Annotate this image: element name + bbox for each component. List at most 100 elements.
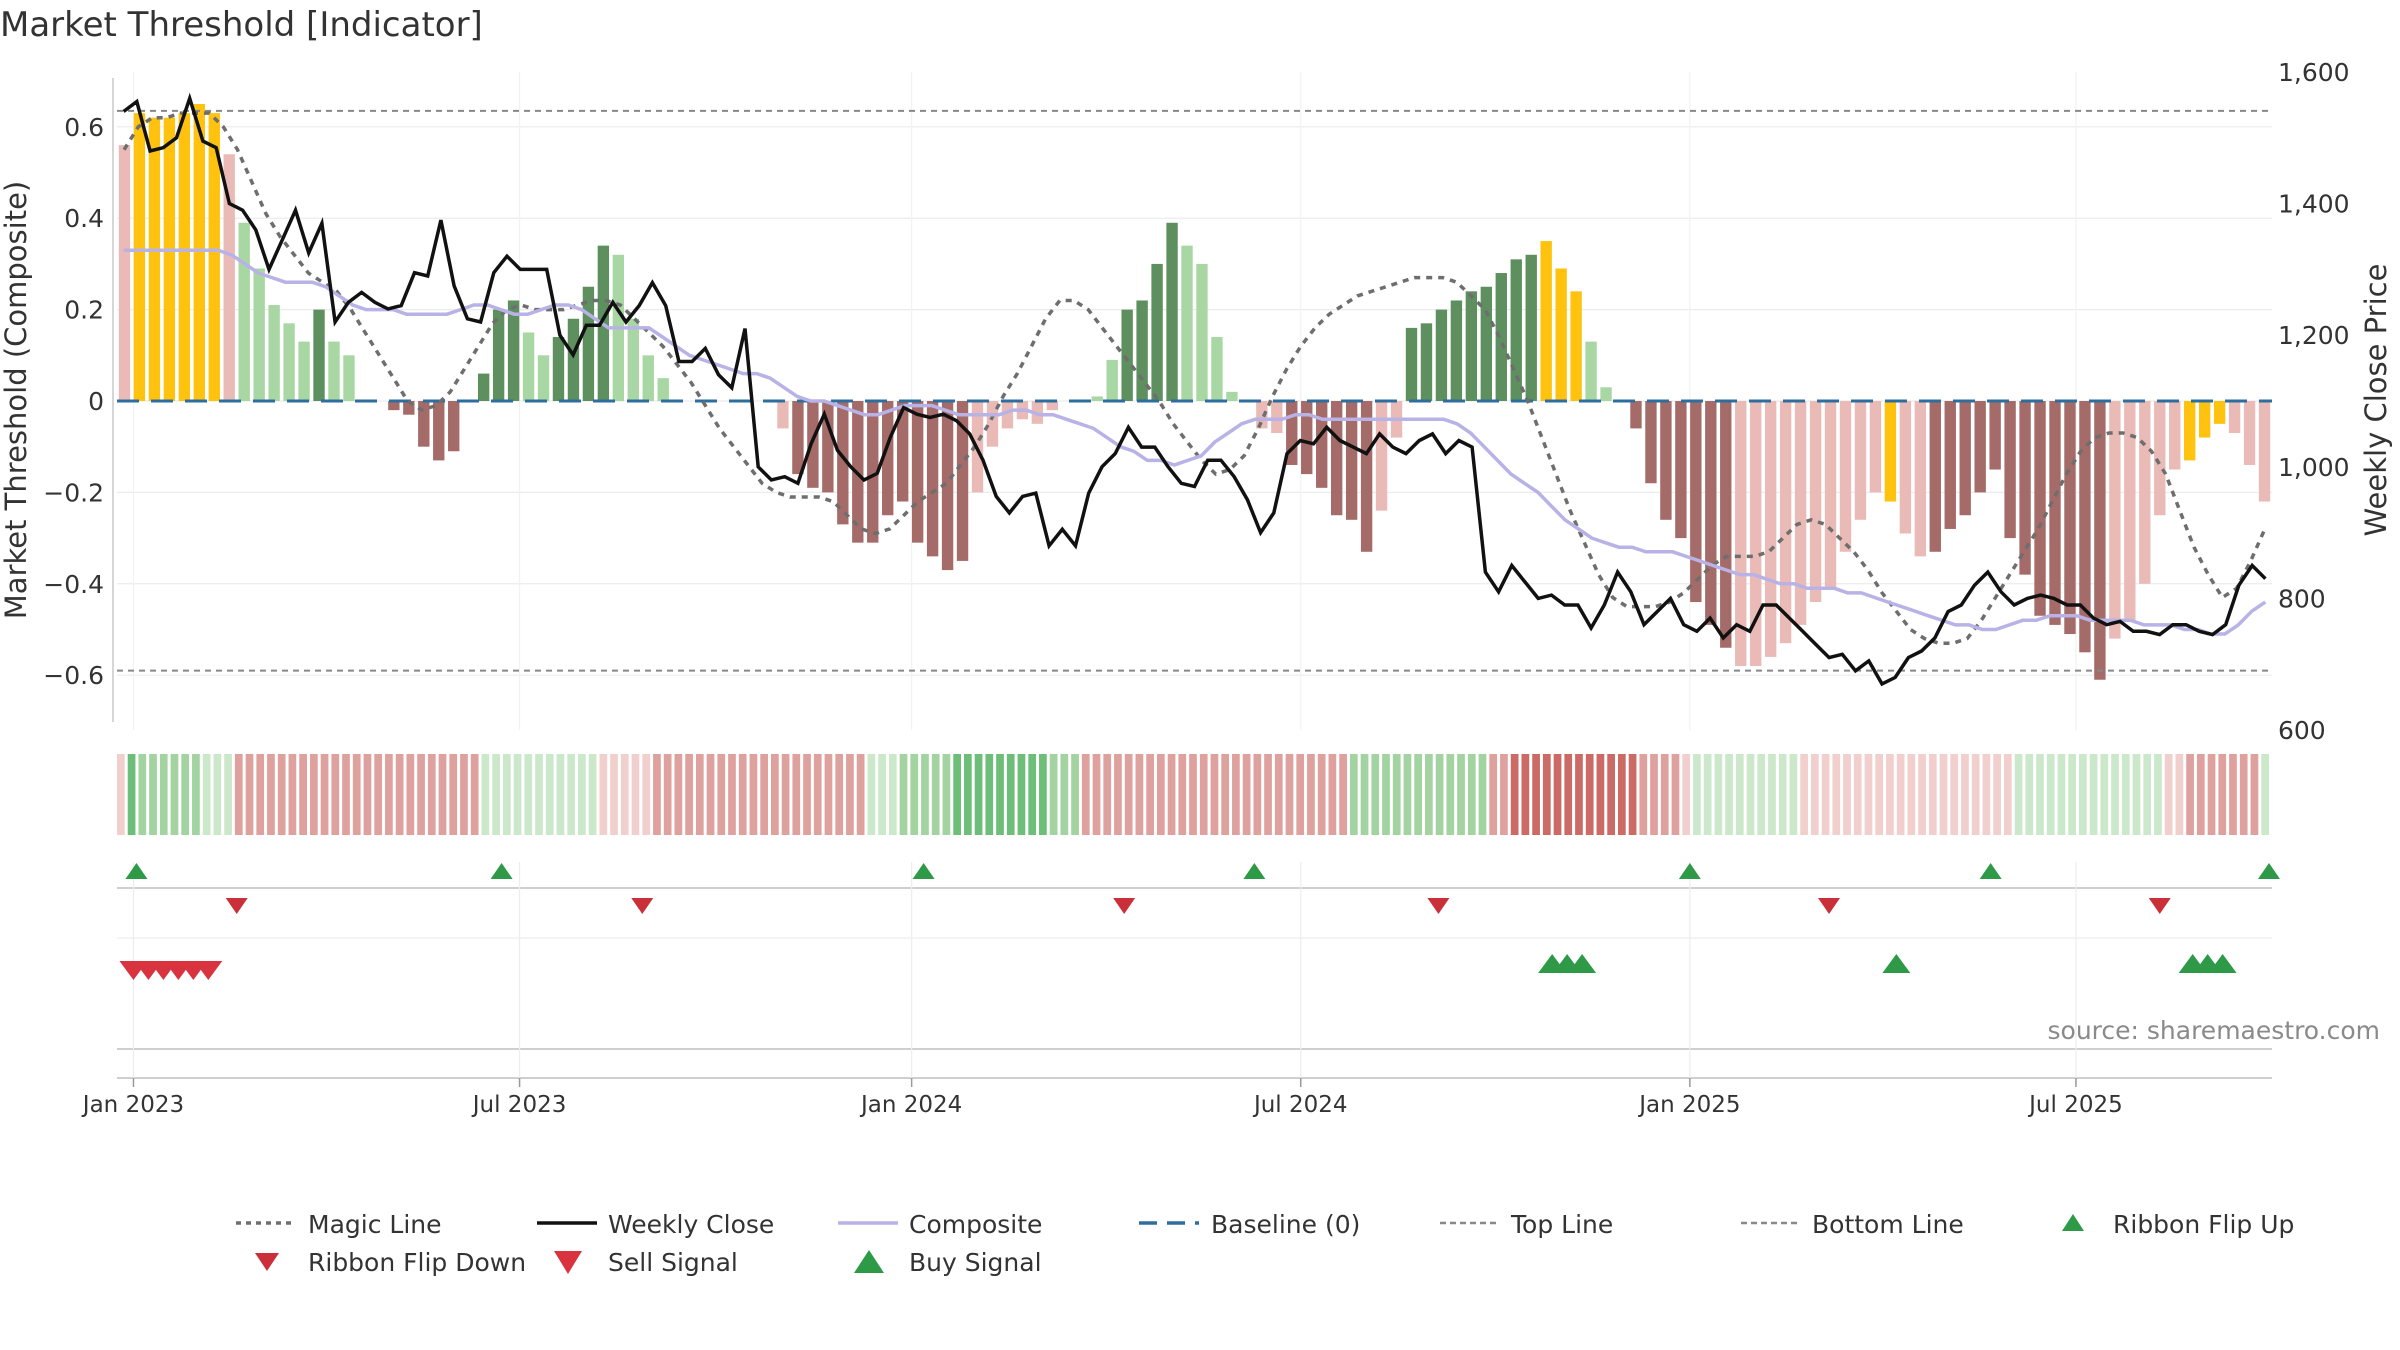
ribbon-cell: [1221, 754, 1230, 835]
ribbon-cell: [1821, 754, 1830, 835]
ribbon-cell: [1864, 754, 1873, 835]
ribbon-cell: [1693, 754, 1701, 835]
y2-tick-label: 1,200: [2278, 321, 2350, 350]
composite-bar: [941, 401, 954, 571]
composite-bar: [1151, 263, 1163, 401]
y2-tick-label: 600: [2278, 716, 2326, 745]
composite-bar: [2154, 401, 2166, 516]
composite-bar: [867, 401, 879, 543]
composite-bar: [313, 309, 325, 401]
lower-vertical-gridlines: [132, 862, 2077, 1078]
ribbon-cell: [149, 754, 157, 835]
buy-signal-marker: [1882, 954, 1911, 973]
ribbon-cell: [1971, 754, 1980, 835]
legend-sell-signal-label: Sell Signal: [608, 1248, 738, 1277]
composite-bar: [567, 318, 580, 401]
composite-bar: [1360, 401, 1373, 552]
ribbon-cell: [931, 754, 940, 835]
ribbon-cell: [674, 754, 683, 835]
composite-bar: [837, 401, 849, 525]
right-axis-label: Weekly Close Price: [2359, 264, 2393, 537]
ribbon-cell: [524, 754, 533, 835]
ribbon-cell: [117, 754, 125, 835]
ribbon-flip-down-marker: [1818, 898, 1841, 914]
ribbon-cell: [813, 754, 822, 835]
composite-bar: [2079, 401, 2091, 653]
ribbon-cell: [1875, 754, 1884, 835]
ribbon-cell: [738, 754, 747, 835]
composite-bar: [822, 401, 834, 493]
ribbon-cell: [374, 754, 383, 835]
ribbon-cell: [288, 754, 297, 835]
composite-bar: [777, 401, 789, 429]
ribbon-cell: [1982, 754, 1991, 835]
composite-bar: [1510, 259, 1522, 401]
ribbon-cell: [1575, 754, 1583, 835]
composite-bar: [1405, 327, 1418, 401]
composite-bar: [1869, 401, 1882, 493]
composite-bar: [2034, 401, 2046, 616]
composite-bar: [1929, 401, 1941, 552]
ribbon-cell: [921, 754, 929, 835]
ribbon-cell: [1832, 754, 1841, 835]
ribbon-cell: [1124, 754, 1133, 835]
ribbon-cell: [1886, 754, 1894, 835]
composite-bar: [1181, 245, 1193, 401]
ribbon-cell: [2164, 754, 2173, 835]
composite-bar: [552, 337, 565, 401]
ribbon-cell: [1950, 754, 1959, 835]
ribbon-cell: [1961, 754, 1969, 835]
ribbon-flip-up-marker: [2258, 863, 2281, 879]
legend-composite-label: Composite: [909, 1210, 1042, 1239]
composite-bar: [896, 401, 909, 502]
ribbon-flip-down-marker: [631, 898, 654, 914]
ribbon-cell: [1607, 754, 1615, 835]
ribbon-cell: [256, 754, 265, 835]
composite-bars: [118, 103, 2271, 680]
y-tick-label: 0.2: [64, 296, 104, 325]
composite-bar: [418, 401, 430, 447]
ribbon-cell: [1703, 754, 1712, 835]
y-tick-label: −0.2: [43, 478, 104, 507]
ribbon-flip-down-marker: [1427, 898, 1450, 914]
legend-magic-line-label: Magic Line: [308, 1210, 442, 1239]
ribbon-cell: [1521, 754, 1530, 835]
ribbon-cell: [492, 754, 500, 835]
right-axis-ticks: 1,600 1,400 1,200 1,000 800 600: [2278, 58, 2350, 745]
left-axis-label: Market Threshold (Composite): [0, 181, 33, 619]
ribbon-cell: [2014, 754, 2023, 835]
ribbon-cell: [1178, 754, 1187, 835]
composite-bar: [1884, 401, 1897, 502]
x-axis-ticks: Jan 2023 Jul 2023 Jan 2024 Jul 2024 Jan 2025…: [81, 1078, 2123, 1118]
ribbon-cell: [224, 754, 232, 835]
composite-line: [123, 248, 2267, 636]
composite-bar: [1944, 401, 1956, 529]
ribbon-cell: [588, 754, 597, 835]
ribbon-cell: [1039, 754, 1047, 835]
composite-bar: [1091, 396, 1103, 401]
ribbon-cell: [878, 754, 886, 835]
composite-bar: [238, 222, 250, 401]
y-tick-label: −0.6: [43, 661, 104, 690]
composite-bar: [477, 373, 490, 401]
composite-bar: [1256, 401, 1268, 429]
composite-bar: [433, 401, 445, 461]
composite-bar: [1286, 401, 1298, 465]
ribbon-cell: [1135, 754, 1144, 835]
ribbon-flip-up-marker: [125, 863, 148, 879]
legend-magic-line: Magic Line: [236, 1210, 442, 1239]
ribbon-cell: [2111, 754, 2119, 835]
composite-bar: [223, 154, 235, 401]
ribbon-cell: [1564, 754, 1573, 835]
ribbon-cell: [2036, 754, 2044, 835]
ribbon-cell: [631, 754, 640, 835]
ribbon-cell: [406, 754, 415, 835]
source-credit: source: sharemaestro.com: [2048, 1016, 2381, 1045]
ribbon-cell: [513, 754, 522, 835]
ribbon-cell: [1650, 754, 1658, 835]
composite-bar: [283, 323, 295, 401]
ribbon-cell: [1199, 754, 1208, 835]
ribbon-cell: [2239, 754, 2248, 835]
ribbon-cell: [1274, 754, 1283, 835]
ribbon-cell: [717, 754, 726, 835]
